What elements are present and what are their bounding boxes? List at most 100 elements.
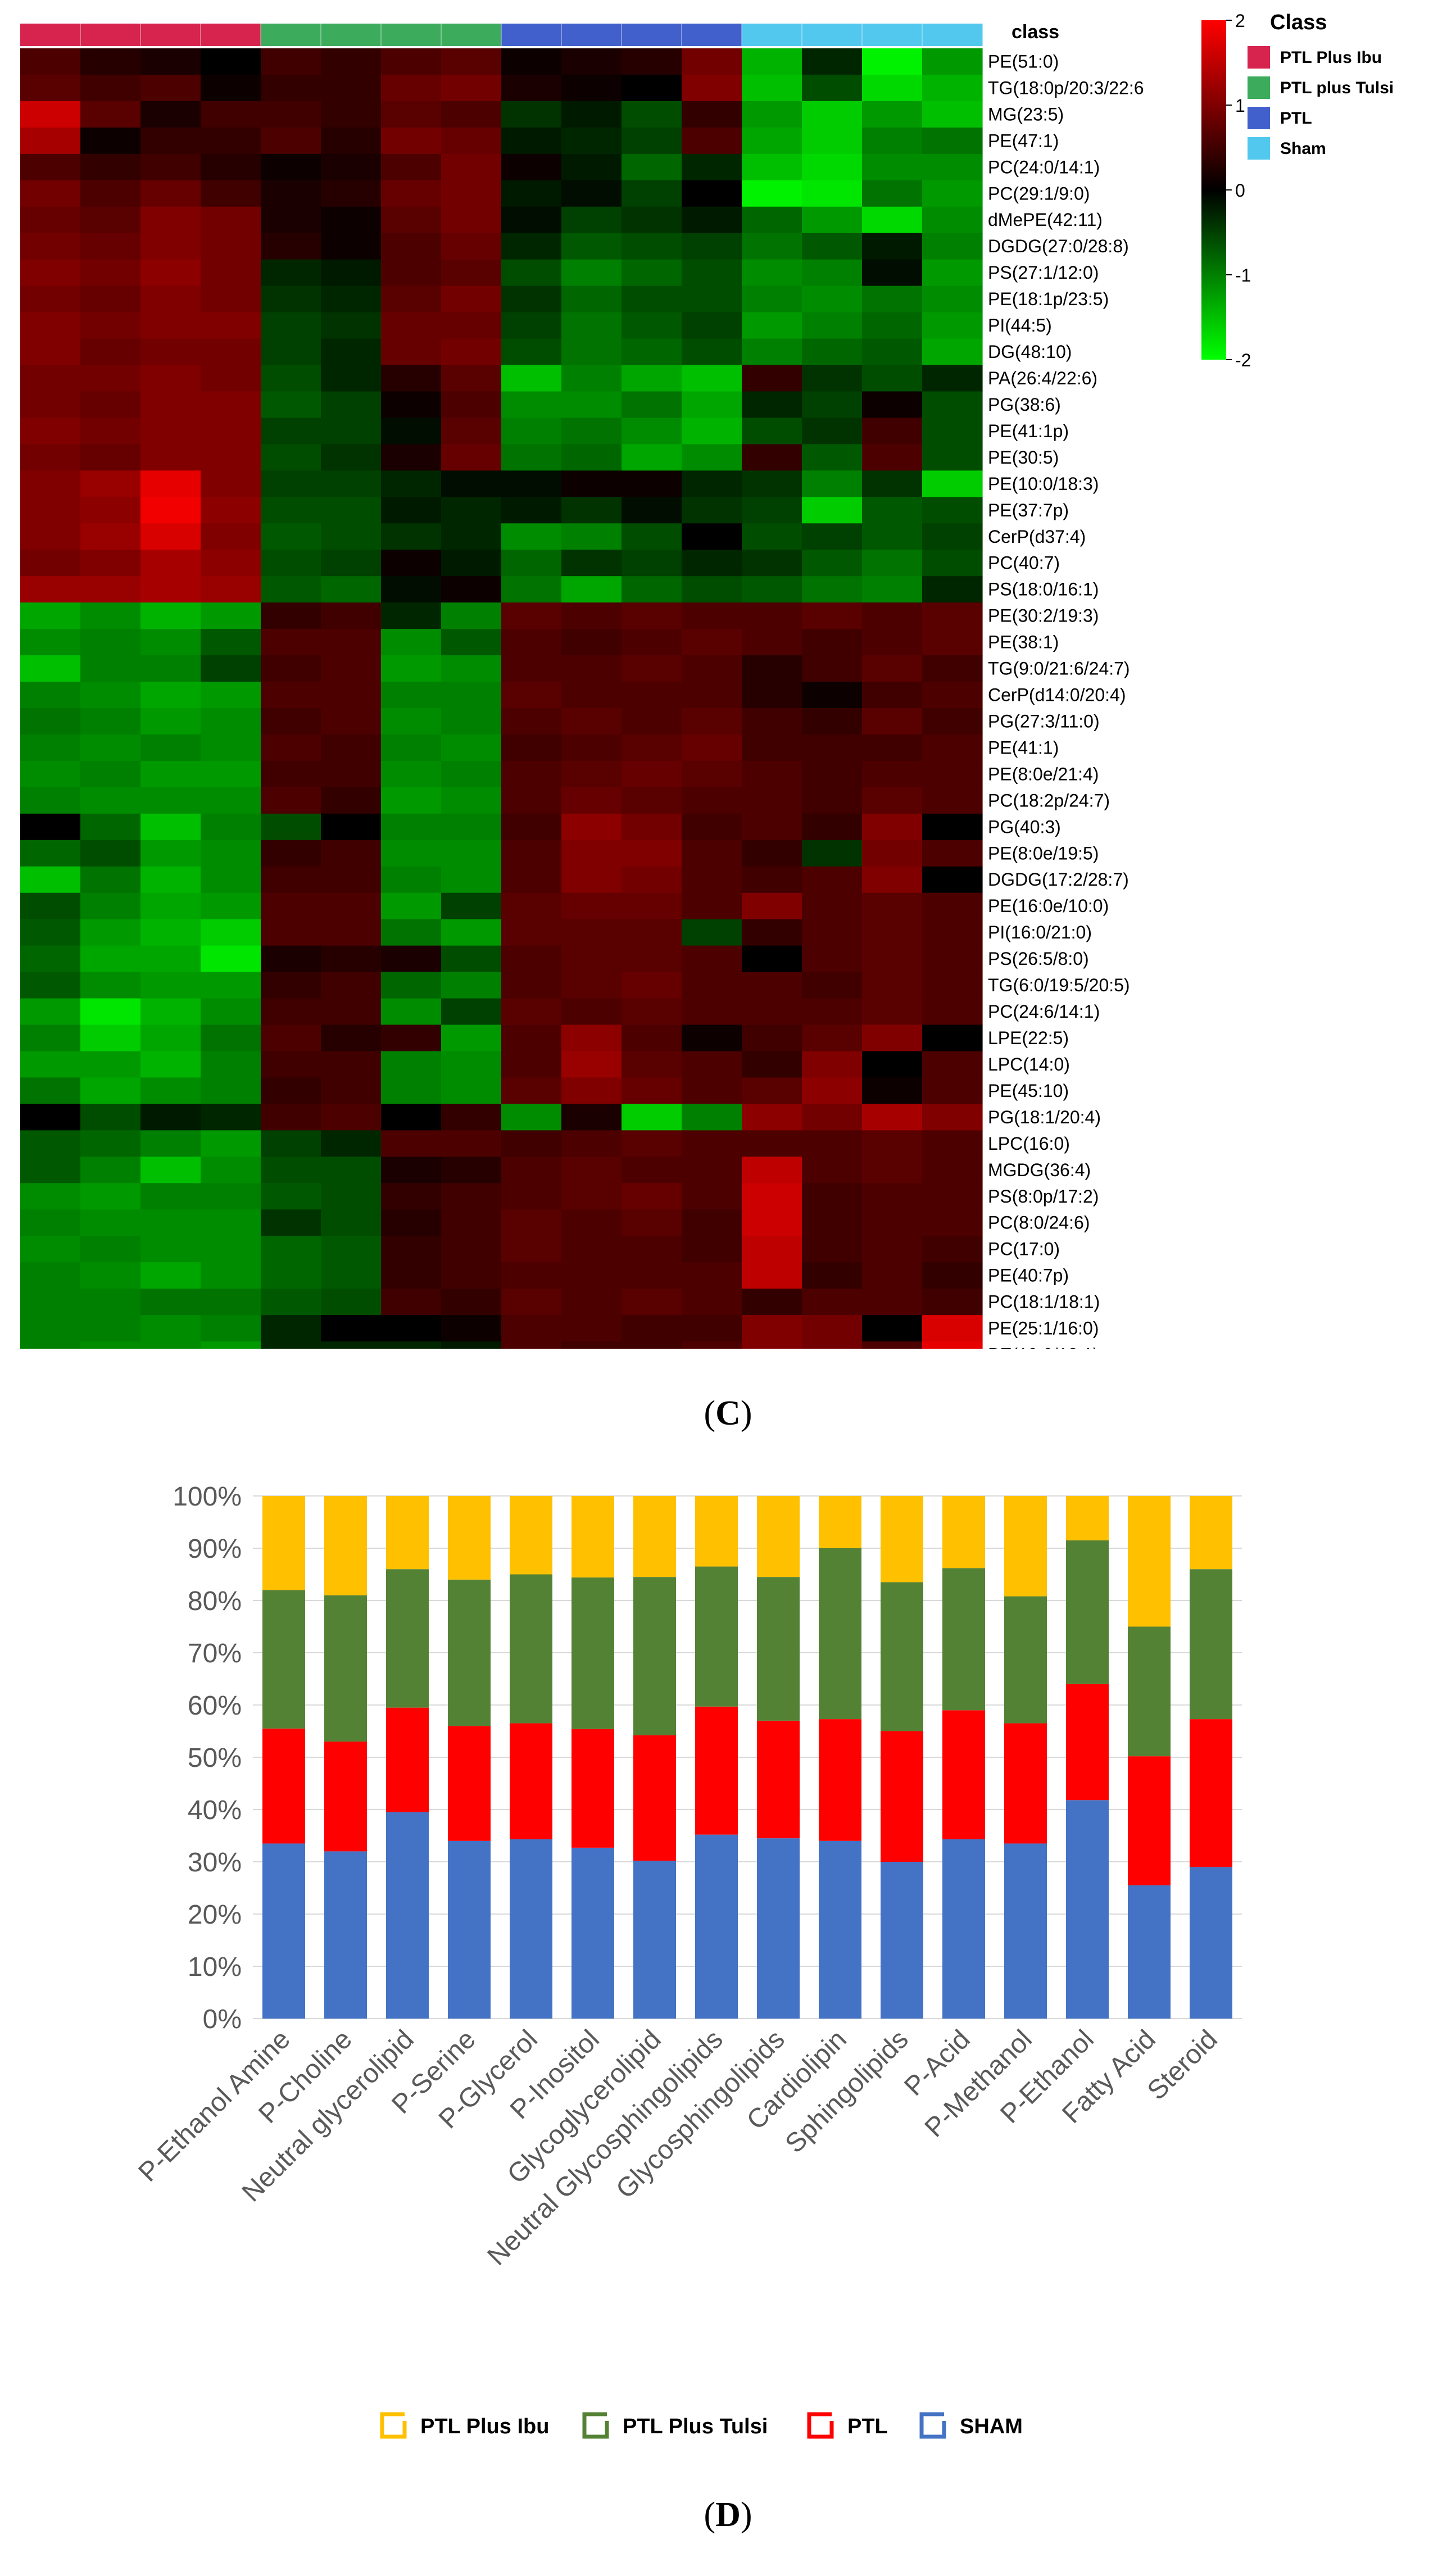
heatmap-cell xyxy=(140,1077,201,1104)
heatmap-cell xyxy=(201,1236,261,1263)
heatmap-cell xyxy=(561,523,622,550)
heatmap-cell xyxy=(862,682,923,709)
heatmap-cell xyxy=(682,418,742,445)
heatmap-cell xyxy=(622,470,682,497)
heatmap-cell xyxy=(561,180,622,207)
heatmap-cell xyxy=(80,153,141,181)
heatmap-cell xyxy=(441,74,502,102)
heatmap-row-label: PE(18:1p/23:5) xyxy=(988,289,1109,309)
heatmap-cell xyxy=(321,153,382,181)
heatmap-row-label: PE(10:0/18:3) xyxy=(988,474,1099,494)
heatmap-cell xyxy=(20,840,81,867)
heatmap-cell xyxy=(140,1183,201,1210)
heatmap-cell xyxy=(261,312,321,339)
heatmap-row-label: PA(26:4/22:6) xyxy=(988,368,1097,388)
heatmap-cell xyxy=(802,629,863,656)
heatmap-cell xyxy=(441,708,502,735)
heatmap-cell xyxy=(80,180,141,207)
bar-segment-ptl-glycoglycerolipid xyxy=(633,1735,676,1861)
heatmap-cell xyxy=(622,866,682,894)
heatmap-cell xyxy=(862,338,923,366)
annotation-cell-sham-4 xyxy=(922,24,983,46)
heatmap-cell xyxy=(561,1289,622,1316)
bar-segment-ptl-plus-ibu-p-serine xyxy=(448,1496,491,1580)
heatmap-cell xyxy=(20,1236,81,1263)
heatmap-cell xyxy=(441,391,502,419)
heatmap-cell xyxy=(682,655,742,682)
heatmap-cell xyxy=(742,206,802,234)
heatmap-cell xyxy=(742,1209,802,1236)
heatmap-cell xyxy=(321,1024,382,1052)
heatmap-cell xyxy=(622,418,682,445)
heatmap-cell xyxy=(20,1209,81,1236)
heatmap-cell xyxy=(381,285,442,313)
heatmap-cell xyxy=(321,127,382,155)
heatmap-cell xyxy=(261,602,321,629)
heatmap-cell xyxy=(441,180,502,207)
annotation-cell-ptl-plus-tulsi-3 xyxy=(381,24,442,46)
heatmap-cell xyxy=(80,629,141,656)
heatmap-cell xyxy=(20,48,81,75)
legend-label-ptl-plus-tulsi: PTL Plus Tulsi xyxy=(623,2415,768,2438)
heatmap-cell xyxy=(862,74,923,102)
heatmap-cell xyxy=(622,180,682,207)
heatmap-cell xyxy=(501,1051,562,1078)
heatmap-cell xyxy=(201,1157,261,1183)
heatmap-cell xyxy=(20,418,81,445)
heatmap-cell xyxy=(441,734,502,761)
heatmap-cell xyxy=(682,682,742,709)
heatmap-cell xyxy=(441,259,502,287)
heatmap-cell xyxy=(261,1157,321,1183)
heatmap-cell xyxy=(140,813,201,841)
legend-label-ptl-plus-ibu: PTL Plus Ibu xyxy=(1280,48,1382,67)
heatmap-cell xyxy=(501,787,562,814)
heatmap-cell xyxy=(922,1262,983,1289)
heatmap-cell xyxy=(381,813,442,841)
heatmap-cell xyxy=(682,602,742,629)
heatmap-cell xyxy=(622,127,682,155)
heatmap-cell xyxy=(622,945,682,973)
annotation-cell-ptl-plus-ibu-4 xyxy=(201,24,261,46)
heatmap-cell xyxy=(742,233,802,260)
heatmap-cell xyxy=(862,259,923,287)
heatmap-cell xyxy=(321,682,382,709)
heatmap-cell xyxy=(922,338,983,366)
heatmap-cell xyxy=(561,945,622,973)
heatmap-cell xyxy=(802,285,863,313)
heatmap-cell xyxy=(381,338,442,366)
heatmap-cell xyxy=(922,1236,983,1263)
heatmap-cell xyxy=(140,919,201,946)
bar-segment-ptl-plus-ibu-glycosphingolipids xyxy=(757,1496,800,1577)
heatmap-cell xyxy=(501,682,562,709)
heatmap-cell xyxy=(501,48,562,75)
bar-segment-ptl-cardiolipin xyxy=(819,1719,861,1841)
annotation-cell-ptl-plus-tulsi-1 xyxy=(261,24,321,46)
bar-segment-ptl-plus-ibu-sphingolipids xyxy=(881,1496,923,1582)
heatmap-cell xyxy=(80,523,141,550)
heatmap-cell xyxy=(140,576,201,603)
heatmap-cell xyxy=(261,1077,321,1104)
heatmap-cell xyxy=(682,1024,742,1052)
heatmap-cell xyxy=(802,391,863,419)
heatmap-cell xyxy=(802,734,863,761)
heatmap-cell xyxy=(140,1341,201,1349)
heatmap-cell xyxy=(140,444,201,471)
heatmap-cell xyxy=(802,655,863,682)
heatmap-cell xyxy=(140,1209,201,1236)
heatmap-cell xyxy=(561,708,622,735)
heatmap-cell xyxy=(802,127,863,155)
heatmap-cell xyxy=(80,1341,141,1349)
heatmap-cell xyxy=(321,444,382,471)
heatmap-cell xyxy=(381,418,442,445)
heatmap-cell xyxy=(201,866,261,894)
heatmap-cell xyxy=(622,1024,682,1052)
bar-segment-ptl-neutral-glycerolipid xyxy=(386,1707,429,1812)
heatmap-cell xyxy=(922,1104,983,1131)
heatmap-cell xyxy=(261,338,321,366)
heatmap-cell xyxy=(742,629,802,656)
heatmap-cell xyxy=(80,972,141,999)
bar-segment-ptl-p-serine xyxy=(448,1726,491,1841)
heatmap-cell xyxy=(561,760,622,788)
heatmap-cell xyxy=(381,576,442,603)
heatmap-cell xyxy=(140,418,201,445)
